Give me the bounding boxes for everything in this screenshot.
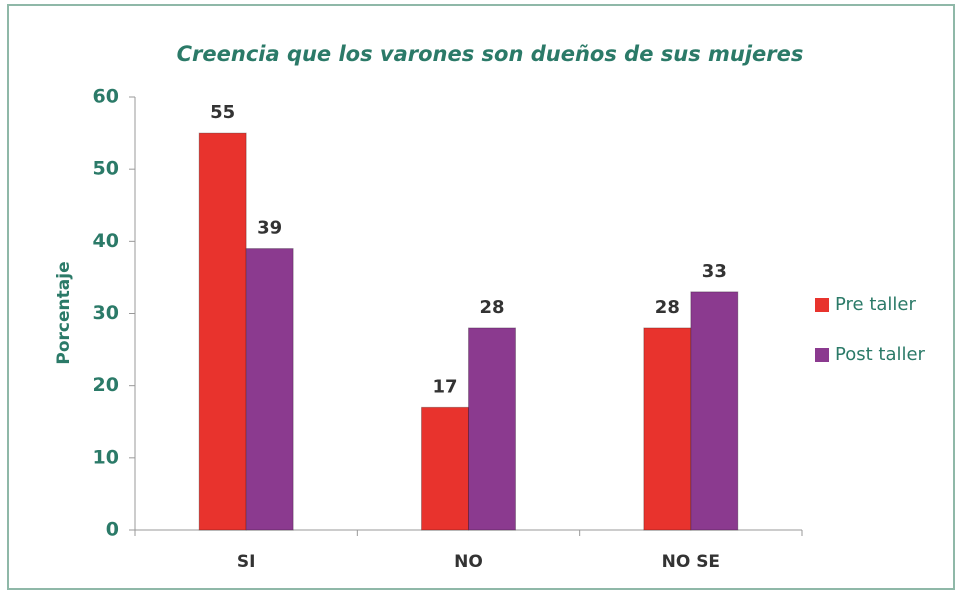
bar: [643, 327, 692, 531]
y-tick-label: 60: [93, 86, 119, 108]
y-tick-label: 0: [106, 519, 119, 541]
bar: [198, 132, 247, 531]
legend-swatch: [815, 348, 829, 362]
data-label: 28: [655, 297, 680, 318]
legend-swatch: [815, 298, 829, 312]
y-tick-label: 30: [93, 302, 119, 324]
data-label: 55: [210, 102, 235, 123]
data-label: 17: [432, 376, 457, 397]
data-label: 39: [257, 218, 282, 239]
bar: [245, 248, 294, 531]
y-tick-label: 20: [93, 374, 119, 396]
y-tick-label: 10: [93, 446, 119, 468]
y-axis-label: Porcentaje: [54, 261, 74, 364]
bar: [690, 291, 739, 531]
legend-label: Post taller: [835, 344, 926, 365]
x-tick-label: SI: [237, 552, 256, 572]
x-tick-label: NO SE: [662, 552, 720, 572]
x-tick-label: NO: [454, 552, 483, 572]
legend-label: Pre taller: [835, 294, 917, 315]
bar: [468, 327, 516, 531]
data-label: 33: [702, 261, 727, 282]
bar: [421, 406, 469, 531]
chart-title: Creencia que los varones son dueños de s…: [177, 42, 804, 66]
data-label: 28: [479, 297, 504, 318]
y-tick-label: 50: [93, 158, 119, 180]
y-tick-label: 40: [93, 230, 119, 252]
